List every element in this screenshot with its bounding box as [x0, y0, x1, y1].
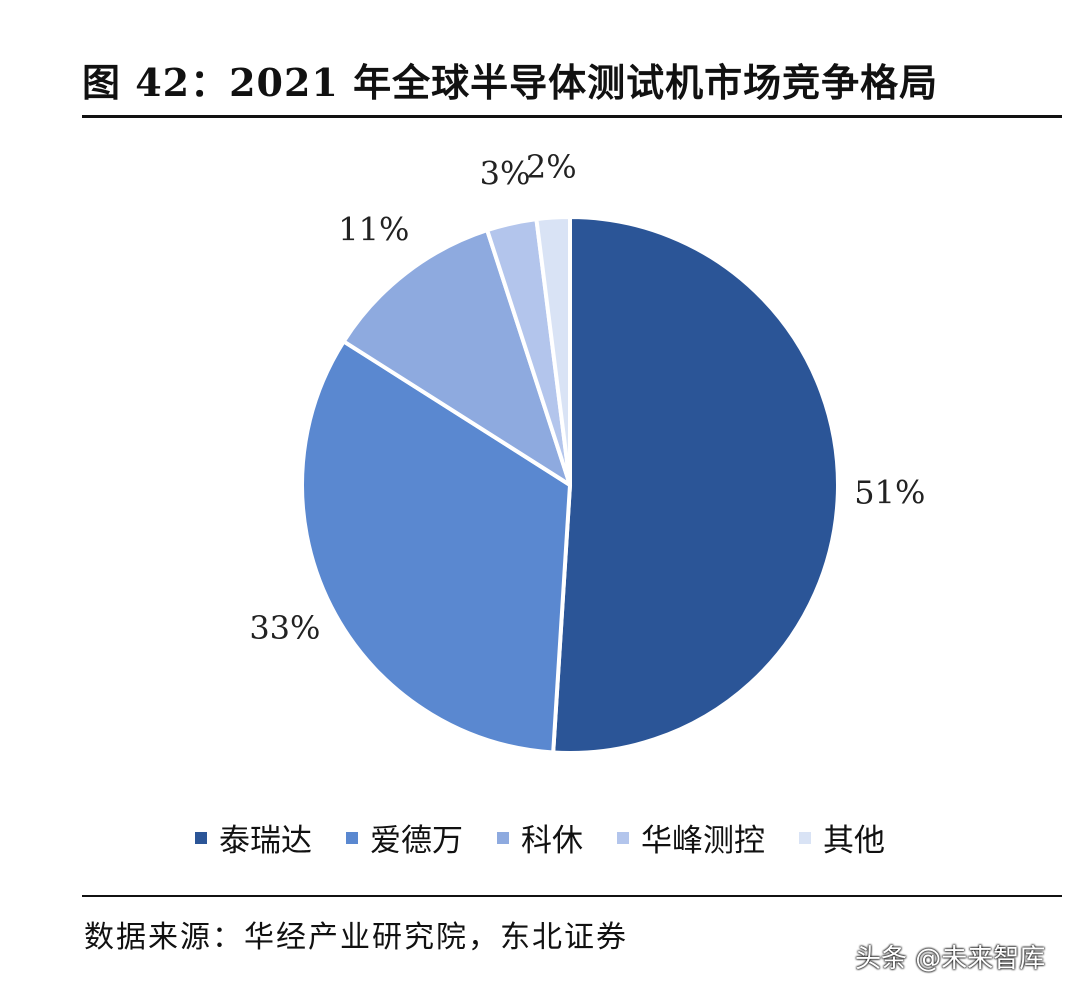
- pie-value-label: 2%: [526, 148, 577, 186]
- watermark: 头条 @未来智库: [855, 944, 1046, 974]
- legend-swatch: [799, 831, 811, 844]
- source-note: 数据来源：华经产业研究院，东北证券: [84, 920, 628, 955]
- legend-item: 泰瑞达: [195, 815, 312, 860]
- chart-legend: 泰瑞达 爱德万 科休 华峰测控 其他: [0, 815, 1080, 860]
- legend-label: 科休: [521, 823, 583, 859]
- legend-label: 泰瑞达: [219, 823, 312, 859]
- legend-item: 其他: [799, 815, 885, 860]
- title-divider: [82, 115, 1062, 118]
- legend-item: 华峰测控: [617, 815, 765, 860]
- pie-value-label: 3%: [480, 155, 531, 193]
- pie-value-label: 51%: [854, 474, 925, 512]
- pie-chart: 51% 33% 11% 3%2%: [249, 148, 925, 755]
- pie-value-label: 11%: [338, 211, 409, 249]
- legend-swatch: [195, 831, 207, 844]
- legend-swatch: [497, 831, 509, 844]
- source-divider: [82, 895, 1062, 897]
- legend-item: 爱德万: [346, 815, 463, 860]
- pie-value-label: 33%: [249, 609, 320, 647]
- legend-label: 华峰测控: [641, 823, 765, 859]
- legend-swatch: [346, 831, 358, 844]
- legend-swatch: [617, 831, 629, 844]
- pie-slice-1: [551, 215, 840, 755]
- chart-title: 图 42：2021 年全球半导体测试机市场竞争格局: [82, 60, 939, 105]
- pie-slice-3: [341, 228, 572, 487]
- legend-label: 爱德万: [370, 823, 463, 859]
- legend-label: 其他: [823, 823, 885, 859]
- pie-value-labels: 51% 33% 11% 3%2%: [249, 148, 925, 647]
- pie-slices: [300, 215, 840, 755]
- legend-item: 科休: [497, 815, 583, 860]
- pie-slice-5: [534, 215, 572, 487]
